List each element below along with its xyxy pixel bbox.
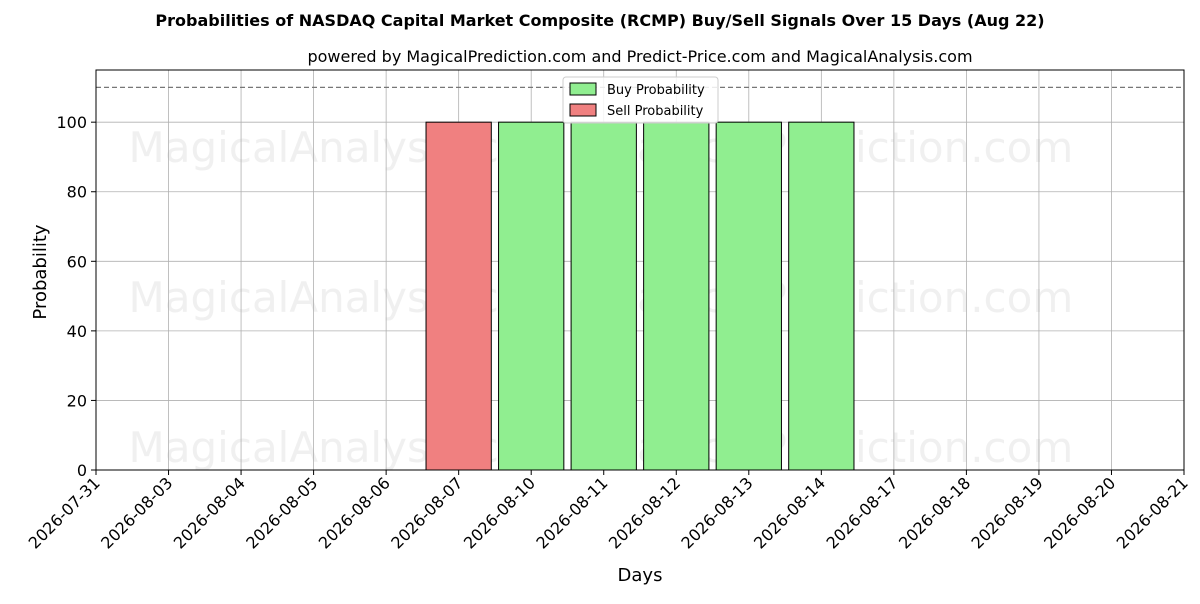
watermark-text: MagicalAnalysis.com bbox=[129, 423, 566, 472]
x-tick-label: 2026-08-03 bbox=[97, 473, 176, 552]
chart-title: Probabilities of NASDAQ Capital Market C… bbox=[155, 11, 1044, 30]
watermark-text: MagicalAnalysis.com bbox=[129, 273, 566, 322]
x-axis-label: Days bbox=[618, 565, 663, 586]
legend-swatch bbox=[569, 103, 597, 117]
x-tick-label: 2026-08-20 bbox=[1040, 473, 1119, 552]
bar-layer bbox=[425, 121, 855, 471]
x-tick-label: 2026-08-17 bbox=[823, 473, 902, 552]
x-tick-label: 2026-07-31 bbox=[25, 473, 104, 552]
bar-buy-probability bbox=[715, 121, 782, 471]
y-tick-label: 100 bbox=[56, 113, 87, 132]
x-tick-label: 2026-08-11 bbox=[532, 473, 611, 552]
legend-label: Buy Probability bbox=[607, 83, 705, 98]
x-tick-label: 2026-08-13 bbox=[677, 473, 756, 552]
x-tick-label: 2026-08-21 bbox=[1113, 473, 1192, 552]
x-tick-label: 2026-08-19 bbox=[968, 473, 1047, 552]
y-tick-label: 40 bbox=[67, 322, 87, 341]
bar-buy-probability bbox=[498, 121, 565, 471]
bar-buy-probability bbox=[643, 121, 710, 471]
bar-buy-probability bbox=[788, 121, 855, 471]
y-axis-label: Probability bbox=[30, 224, 51, 319]
x-tick-label: 2026-08-05 bbox=[242, 473, 321, 552]
legend-label: Sell Probability bbox=[607, 104, 704, 119]
bar-buy-probability bbox=[570, 121, 637, 471]
y-tick-label: 80 bbox=[67, 183, 87, 202]
x-tick-label: 2026-08-18 bbox=[895, 473, 974, 552]
watermark-text: MagicalAnalysis.com bbox=[129, 123, 566, 172]
legend: Buy Probability Sell Probability bbox=[562, 76, 719, 124]
chart-subtitle: powered by MagicalPrediction.com and Pre… bbox=[307, 47, 972, 66]
x-tick-label: 2026-08-07 bbox=[387, 473, 466, 552]
y-tick-label: 0 bbox=[77, 461, 87, 480]
x-tick-label: 2026-08-04 bbox=[170, 473, 249, 552]
x-tick-label: 2026-08-06 bbox=[315, 473, 394, 552]
x-tick-label: 2026-08-10 bbox=[460, 473, 539, 552]
plot-frame bbox=[95, 69, 1185, 471]
bar-sell-probability bbox=[425, 121, 492, 471]
y-tick-label: 60 bbox=[67, 252, 87, 271]
x-tick-label: 2026-08-14 bbox=[750, 473, 829, 552]
x-tick-label: 2026-08-12 bbox=[605, 473, 684, 552]
legend-swatch bbox=[569, 82, 597, 96]
y-tick-label: 20 bbox=[67, 391, 87, 410]
legend-box bbox=[562, 76, 719, 124]
